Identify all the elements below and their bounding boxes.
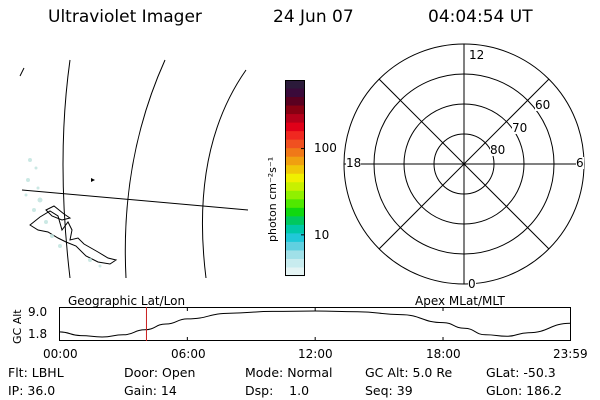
timeline-ytick-bottom: 1.8 (28, 327, 48, 341)
polar-diagonal-2 (378, 78, 550, 250)
info-glon: GLon: 186.2 (486, 383, 562, 398)
timeline-xtick-1200: 12:00 (298, 347, 333, 361)
colorbar-swatch (285, 148, 305, 158)
colorbar-swatch (285, 267, 305, 277)
polar-mlt-6: 6 (576, 156, 584, 170)
timeline-ytick-top: 9.0 (28, 305, 48, 319)
map-longitude-line-3 (201, 69, 247, 279)
app-title: Ultraviolet Imager (48, 7, 202, 27)
timeline-left-title: Geographic Lat/Lon (68, 294, 186, 308)
polar-mlt-18: 18 (346, 156, 362, 170)
colorbar-swatch (285, 165, 305, 175)
timeline-xtick-2359: 23:59 (553, 347, 588, 361)
colorbar-tick-100: 100 (314, 141, 337, 155)
colorbar-swatch (285, 80, 305, 90)
map-latitude-line (21, 189, 249, 211)
colorbar-swatch (285, 250, 305, 260)
colorbar-swatch (285, 131, 305, 141)
info-ip: IP: 36.0 (8, 383, 56, 398)
colorbar-swatch (285, 173, 305, 183)
colorbar-swatch (285, 105, 305, 115)
timeline-plot (59, 307, 571, 341)
map-marker (91, 178, 95, 182)
colorbar-swatch (285, 139, 305, 149)
colorbar (285, 80, 305, 277)
timeline-xtick-0000: 00:00 (43, 347, 78, 361)
colorbar-swatch (285, 241, 305, 251)
timeline-ylabel: GC Alt (11, 309, 24, 344)
colorbar-swatch (285, 182, 305, 192)
aurora-speckles (24, 158, 102, 268)
info-mode: Mode: Normal (245, 365, 333, 380)
info-gain: Gain: 14 (124, 383, 177, 398)
info-flt: Flt: LBHL (8, 365, 64, 380)
polar-lat-70: 70 (512, 121, 528, 135)
timeline-altitude-line (59, 310, 571, 338)
map-longitude-line-1 (62, 59, 71, 279)
header-time: 04:04:54 UT (428, 7, 533, 27)
polar-plot (343, 43, 585, 285)
map-tick-mark (19, 67, 25, 77)
colorbar-swatch (285, 258, 305, 268)
map-coastline-2 (45, 205, 72, 221)
info-door: Door: Open (124, 365, 196, 380)
info-gc-alt: GC Alt: 5.0 Re (365, 365, 453, 380)
colorbar-tick-10: 10 (314, 228, 330, 242)
polar-lat-80: 80 (490, 143, 506, 157)
info-glat: GLat: -50.3 (486, 365, 556, 380)
colorbar-swatch (285, 156, 305, 166)
colorbar-swatch (285, 97, 305, 107)
colorbar-unit-label: photon cm⁻²s⁻¹ (266, 156, 279, 242)
polar-lat-60: 60 (535, 98, 551, 112)
timeline-right-title: Apex MLat/MLT (415, 294, 505, 308)
map-longitude-line-2 (124, 59, 166, 279)
geographic-map (19, 59, 249, 279)
colorbar-swatch (285, 122, 305, 132)
colorbar-swatch (285, 190, 305, 200)
colorbar-swatch (285, 207, 305, 217)
header-date: 24 Jun 07 (273, 7, 354, 27)
info-dsp: Dsp: 1.0 (245, 383, 310, 398)
colorbar-frame (285, 80, 305, 276)
info-seq: Seq: 39 (365, 383, 413, 398)
colorbar-swatch (285, 233, 305, 243)
colorbar-swatch (285, 216, 305, 226)
polar-mlt-0: 0 (468, 277, 476, 291)
colorbar-swatch (285, 88, 305, 98)
colorbar-swatch (285, 114, 305, 124)
colorbar-swatch (285, 199, 305, 209)
timeline-xtick-0600: 06:00 (171, 347, 206, 361)
polar-mlt-12: 12 (469, 48, 485, 62)
colorbar-swatch (285, 224, 305, 234)
map-coastline (29, 210, 118, 265)
timeline-xtick-1800: 18:00 (426, 347, 461, 361)
